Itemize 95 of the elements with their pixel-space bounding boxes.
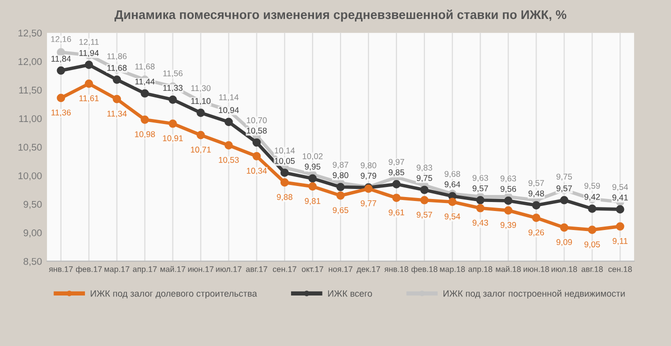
data-label: 11,44 [135, 78, 155, 86]
data-label: 11,86 [107, 53, 127, 60]
data-label: 11,68 [135, 64, 155, 70]
y-tick-label: 8,50 [24, 258, 42, 266]
x-tick-label: фев.17 [76, 266, 102, 274]
data-label: 9,87 [332, 162, 348, 169]
data-label: 10,58 [246, 128, 267, 135]
y-tick-label: 9,50 [24, 200, 42, 209]
x-tick-label: июл.18 [552, 266, 577, 272]
data-label: 10,91 [162, 135, 183, 142]
data-label: 11,33 [163, 84, 183, 92]
data-label: 11,30 [191, 85, 211, 92]
y-tick-label: 12,50 [18, 30, 42, 38]
x-tick-label: ноя.17 [328, 266, 352, 272]
y-tick-label: 9,00 [24, 229, 42, 238]
data-label: 9,63 [500, 176, 516, 182]
data-label: 9,88 [276, 194, 292, 201]
data-label: 11,68 [107, 64, 127, 72]
y-tick-label: 10,00 [18, 172, 42, 180]
data-label: 11,84 [51, 56, 71, 63]
data-label: 11,14 [219, 94, 239, 102]
data-label: 12,16 [51, 36, 72, 43]
data-label: 10,98 [135, 131, 155, 138]
x-tick-label: фев.18 [411, 266, 438, 274]
x-tick-label: авг.18 [582, 266, 603, 272]
y-tick-label: 11,50 [19, 86, 42, 95]
x-tick-label: июн.18 [524, 266, 549, 272]
legend-label: ИЖК под залог построенной недвижимости [444, 290, 625, 298]
data-label: 10,14 [274, 148, 295, 154]
legend-label: ИЖК под залог долевого строительства [90, 290, 258, 298]
data-label: 9,11 [612, 238, 628, 245]
y-tick-label: 12,00 [18, 58, 42, 66]
data-label: 11,94 [79, 50, 99, 57]
data-label: 9,26 [528, 229, 544, 236]
data-label: 9,81 [304, 198, 320, 205]
data-label: 9,95 [304, 164, 320, 171]
data-label: 10,53 [218, 156, 239, 164]
x-tick-label: сен.18 [608, 266, 632, 272]
data-label: 9,57 [416, 212, 432, 219]
data-label: 9,59 [584, 182, 600, 190]
data-label: 11,61 [79, 95, 99, 102]
data-label: 9,83 [416, 164, 432, 172]
data-label: 9,39 [500, 222, 516, 229]
data-label: 9,97 [388, 158, 404, 166]
data-label: 9,79 [360, 172, 376, 180]
x-tick-label: сен.17 [272, 266, 296, 272]
x-tick-label: мар.18 [440, 266, 465, 274]
data-label: 11,56 [163, 70, 183, 78]
data-label: 10,70 [246, 117, 267, 124]
data-label: 12,11 [79, 38, 99, 46]
data-label: 9,57 [472, 185, 488, 192]
data-label: 9,64 [444, 181, 460, 188]
data-label: 10,71 [190, 146, 211, 154]
x-tick-label: апр.18 [468, 266, 492, 274]
chart-title: Динамика помесячного изменения средневзвешенной ставки по ИЖК, % [114, 10, 566, 22]
data-label: 9,77 [360, 200, 376, 208]
data-label: 9,80 [332, 172, 348, 180]
data-label: 9,54 [444, 213, 460, 220]
data-label: 9,63 [472, 174, 488, 182]
data-label: 9,05 [584, 241, 600, 248]
x-tick-label: июл.17 [216, 266, 242, 272]
data-label: 11,34 [107, 110, 127, 118]
data-label: 9,57 [528, 180, 544, 187]
data-label: 9,41 [612, 194, 628, 202]
data-label: 9,75 [416, 175, 432, 182]
x-tick-label: окт.17 [302, 266, 324, 272]
x-tick-label: апр.17 [132, 266, 157, 274]
data-label: 10,02 [302, 153, 323, 160]
data-label: 9,56 [500, 186, 516, 193]
data-label: 9,75 [556, 174, 572, 181]
x-tick-label: авг.17 [246, 266, 268, 272]
data-label: 9,54 [612, 184, 628, 191]
y-tick-label: 11,00 [19, 115, 42, 124]
data-label: 9,68 [444, 170, 460, 178]
x-tick-label: дек.17 [356, 266, 380, 274]
x-tick-label: июн.17 [188, 266, 214, 272]
legend-label: ИЖК всего [328, 290, 372, 297]
x-tick-label: янв.18 [384, 266, 408, 272]
x-tick-label: мар.17 [104, 266, 130, 274]
data-label: 9,42 [584, 194, 600, 201]
y-tick-label: 10,50 [18, 144, 42, 152]
x-tick-label: янв.17 [48, 266, 73, 272]
x-tick-label: май.18 [496, 266, 521, 272]
data-label: 9,61 [388, 209, 404, 216]
data-label: 9,09 [556, 239, 572, 246]
data-label: 10,05 [274, 158, 295, 165]
data-label: 11,36 [51, 110, 71, 116]
data-label: 9,85 [388, 169, 404, 176]
data-label: 9,80 [360, 162, 376, 170]
data-label: 9,43 [472, 220, 488, 227]
data-label: 9,65 [332, 207, 348, 214]
data-label: 10,34 [246, 168, 267, 175]
x-tick-label: май.17 [160, 266, 186, 272]
data-label: 9,48 [528, 190, 544, 198]
data-label: 9,57 [556, 185, 572, 192]
